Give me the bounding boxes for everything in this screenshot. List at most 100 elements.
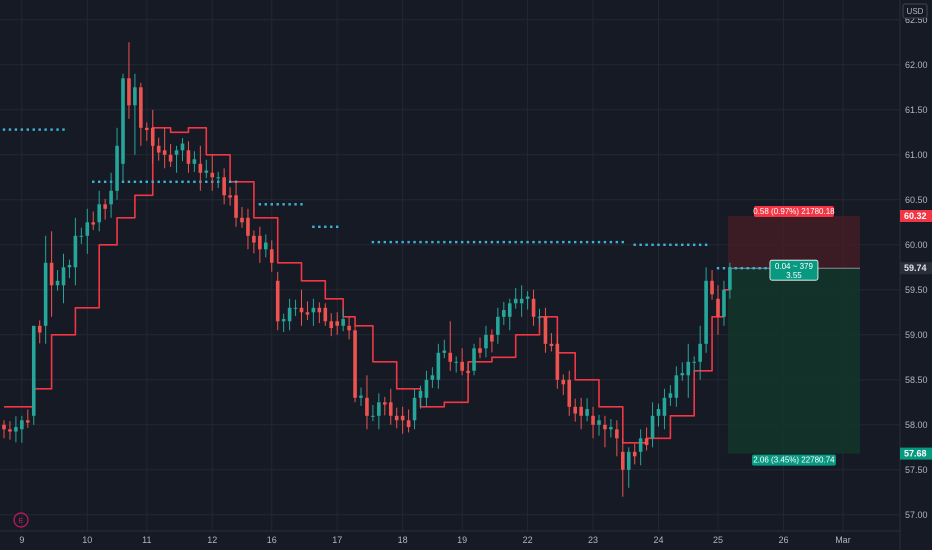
level-dot (675, 243, 678, 246)
level-dot (514, 240, 517, 244)
earnings-marker-icon[interactable] (13, 512, 29, 528)
candle-body (210, 172, 215, 178)
y-tick-label: 62.50 (905, 15, 928, 25)
level-dot (413, 240, 416, 244)
level-dot (538, 240, 541, 244)
candle-body (317, 307, 322, 313)
time-axis[interactable]: 9 10 11 12 16 17 18 19 22 23 24 25 26 Mar (0, 530, 900, 545)
level-dot (26, 128, 29, 131)
candle-body (109, 190, 113, 205)
level-dot (621, 240, 624, 244)
candle-body (156, 145, 161, 153)
level-dot (443, 240, 446, 244)
candle-body (436, 352, 441, 380)
candle-body (246, 217, 250, 236)
candle-body (561, 379, 566, 385)
candle-body (162, 150, 167, 155)
earnings-marker[interactable]: E (13, 512, 29, 528)
level-dot (175, 180, 178, 183)
stop-badge-background (753, 206, 834, 217)
x-tick-label: 9 (19, 535, 24, 545)
level-dot (151, 180, 154, 183)
stop-loss-zone[interactable] (727, 216, 860, 269)
candle-body (567, 379, 572, 407)
candle-body (8, 429, 12, 432)
candle-body (603, 424, 607, 430)
candle-body (329, 321, 334, 329)
level-dot (300, 203, 303, 206)
candle-body (597, 420, 601, 425)
candle-body (525, 296, 530, 299)
candle-body (121, 78, 125, 164)
candle-body (145, 127, 149, 131)
candle-body (496, 316, 500, 335)
level-dot (597, 240, 601, 244)
level-dot (38, 128, 41, 131)
stop-badge-text: 0.58 (0.97%) 21780.18 (753, 207, 835, 216)
candle-body (430, 375, 435, 380)
level-dot (181, 180, 184, 183)
level-dot (294, 203, 297, 206)
level-dot (716, 267, 720, 270)
level-dot (544, 240, 547, 244)
candle-body (91, 222, 96, 225)
candle-body (638, 438, 643, 452)
level-dot (127, 180, 131, 183)
level-dot (228, 180, 232, 183)
take-profit-zone[interactable] (727, 268, 860, 454)
candle-body (722, 289, 726, 317)
x-tick-label: 23 (588, 535, 598, 545)
candle-body (442, 350, 447, 353)
currency-badge[interactable]: USD (902, 3, 928, 19)
y-tick-label: 62.00 (905, 60, 928, 70)
take-profit-badge: 2.06 (3.45%) 22780.74 (751, 454, 836, 466)
candle-body (269, 249, 274, 263)
level-dot (145, 180, 148, 183)
candle-body (615, 429, 619, 439)
candle-body (555, 343, 560, 380)
candle-body (692, 361, 696, 363)
candle-body (26, 420, 30, 423)
entry-badge[interactable]: 0.04 ~ 379 3.55 (769, 259, 819, 281)
candle-body (537, 316, 542, 318)
candle-body (448, 352, 453, 362)
candle-body (579, 406, 583, 416)
candle-body (198, 163, 203, 173)
y-tick-label: 59.50 (905, 285, 928, 295)
level-dot (520, 240, 523, 244)
currency-badge-frame[interactable] (902, 3, 928, 19)
level-dot (449, 240, 452, 244)
candle-body (168, 154, 173, 162)
level-dot (56, 128, 59, 131)
entry-badge-text-ratio: 3.55 (786, 271, 802, 280)
candle-body (359, 395, 363, 398)
entry-badge-background[interactable] (769, 259, 819, 281)
candle-body (323, 307, 328, 322)
level-dot (532, 240, 535, 244)
level-dot (425, 240, 428, 244)
candle-body (365, 397, 369, 416)
candle-body (186, 150, 191, 164)
level-dot (419, 240, 422, 244)
candle-body (383, 402, 387, 405)
level-dot (455, 240, 458, 244)
level-dot (562, 240, 565, 244)
level-dot (758, 267, 761, 270)
candle-body (478, 348, 482, 353)
level-dot (508, 240, 511, 244)
x-tick-label: 17 (332, 535, 342, 545)
level-dot (764, 267, 767, 270)
candle-body (174, 150, 179, 155)
candle-body (49, 262, 54, 286)
level-dot (663, 243, 666, 246)
candle-body (281, 319, 286, 322)
candle-body (299, 307, 304, 313)
position-zone[interactable] (727, 216, 860, 454)
earnings-marker-label: E (19, 518, 24, 525)
level-dot (568, 240, 571, 244)
candle-body (674, 375, 679, 398)
candle-body (543, 316, 548, 344)
candle-body (31, 325, 36, 416)
target-price-label-bg (900, 447, 932, 460)
